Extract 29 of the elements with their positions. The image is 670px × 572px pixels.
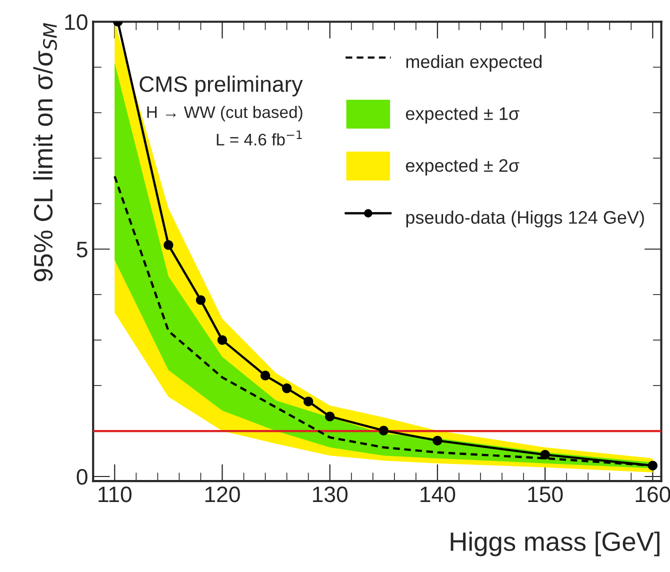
legend-label: median expected	[406, 54, 542, 72]
point	[217, 335, 228, 345]
x-tick-label: 160	[636, 486, 670, 502]
point	[260, 370, 270, 380]
x-tick-label: 120	[205, 486, 240, 502]
point	[540, 450, 550, 460]
annotation: H → WW (cut based)	[147, 106, 302, 122]
point	[432, 436, 442, 446]
x-axis-title: Higgs mass [GeV]	[450, 532, 660, 556]
point	[378, 426, 389, 436]
y-tick-label: 10	[65, 14, 88, 30]
point	[196, 295, 206, 305]
point	[303, 396, 314, 406]
y-tick-label: 5	[76, 242, 88, 258]
y-axis-title: 95% CL limit on σ/σ$_{SM}$	[33, 23, 57, 282]
legend-label: expected ± 2σ	[406, 158, 520, 176]
annotation: L = 4.6 fb$^{−1}$	[216, 130, 302, 146]
annotation: CMS preliminary	[140, 76, 303, 96]
point	[325, 412, 335, 422]
x-tick-label: 130	[313, 486, 348, 502]
point	[164, 240, 174, 250]
x-tick-label: 140	[420, 486, 456, 502]
point	[282, 383, 292, 394]
legend-label: pseudo-data (Higgs 124 GeV)	[406, 210, 644, 228]
y-tick-label: 0	[76, 469, 88, 485]
x-tick-label: 110	[98, 486, 132, 502]
point	[648, 460, 658, 470]
x-tick-label: 150	[528, 486, 563, 502]
legend-label: expected ± 1σ	[406, 106, 520, 124]
